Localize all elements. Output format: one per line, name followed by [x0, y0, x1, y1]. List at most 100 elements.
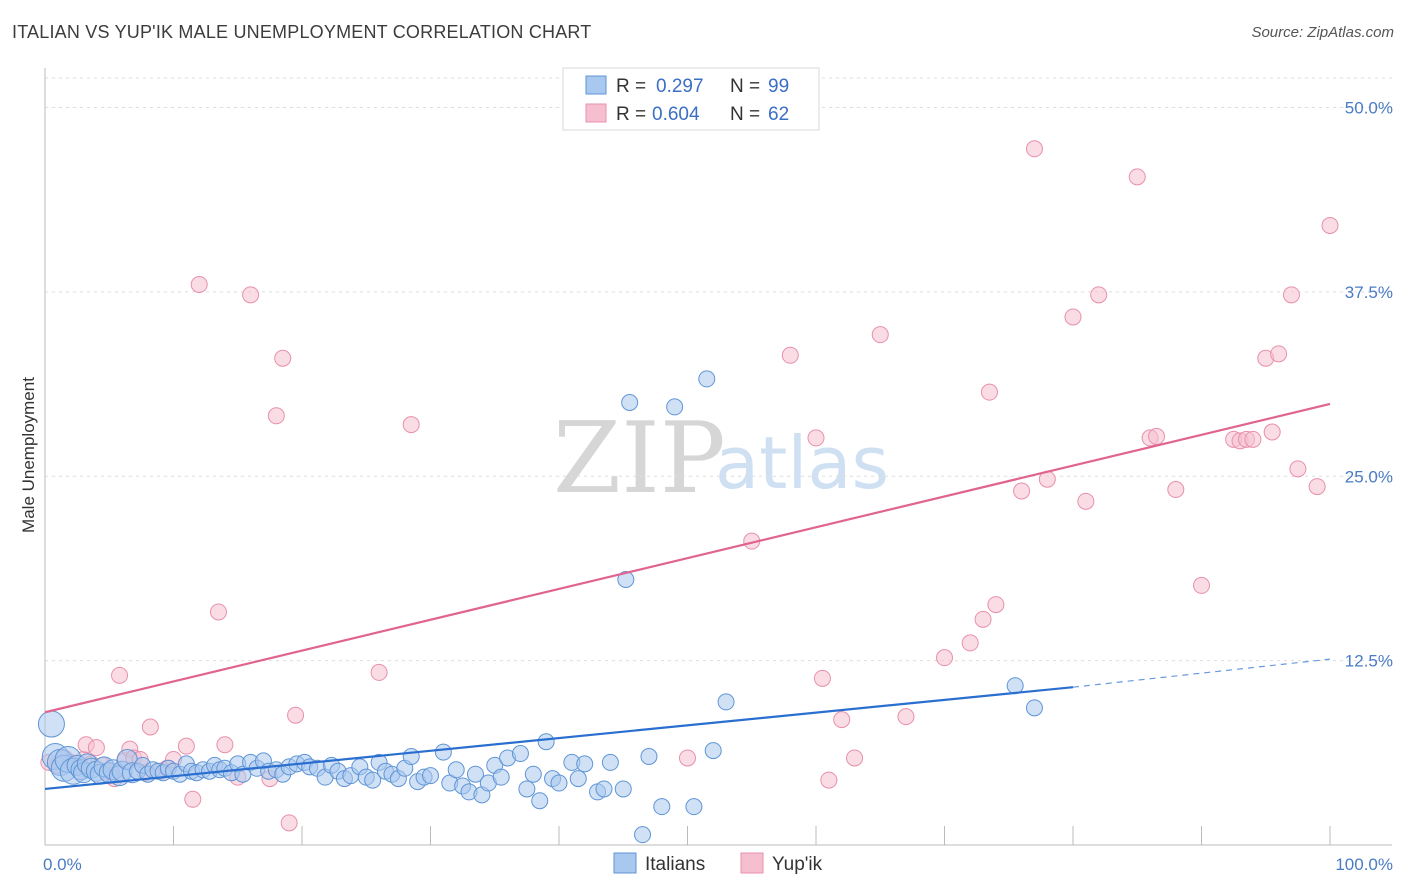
y-tick-label: 50.0% — [1345, 99, 1393, 118]
legend-n-value-italians: 99 — [768, 76, 789, 97]
yupik-point — [846, 749, 864, 767]
y-tick-label: 37.5% — [1345, 283, 1393, 302]
chart-title: ITALIAN VS YUP'IK MALE UNEMPLOYMENT CORR… — [12, 22, 592, 42]
bottom-legend-label-italians: Italians — [645, 854, 705, 875]
yupik-point — [141, 718, 159, 736]
watermark-atlas: atlas — [715, 421, 889, 505]
yupik-point — [980, 383, 998, 401]
yupik-point — [370, 663, 388, 681]
legend-r-value-italians: 0.297 — [656, 76, 704, 97]
italians-point — [640, 748, 658, 765]
italians-point — [698, 370, 716, 388]
legend-r-label-yupik: R = — [616, 104, 646, 125]
top-legend: R = 0.297 N = 99 R = 0.604 N = 62 — [562, 67, 820, 131]
bottom-legend: Italians Yup'ik — [613, 852, 823, 875]
yupik-point — [209, 603, 227, 621]
italians-point — [576, 755, 594, 773]
italians-point — [492, 768, 510, 786]
italians-point — [653, 798, 671, 816]
italians-point — [601, 753, 619, 771]
y-tick-labels: 12.5% 25.0% 37.5% 50.0% — [1345, 99, 1393, 671]
italians-point — [511, 745, 529, 763]
italians-point — [717, 693, 735, 711]
yupik-point — [190, 276, 208, 293]
italians-point — [447, 761, 465, 779]
yupik-point — [1025, 140, 1043, 158]
yupik-point — [871, 326, 889, 344]
yupik-point — [813, 669, 831, 687]
legend-swatch-italians — [585, 75, 607, 95]
italians-trendline — [44, 686, 1074, 791]
yupik-point — [267, 407, 285, 425]
yupik-point — [1077, 492, 1095, 510]
yupik-point — [1064, 308, 1082, 326]
bottom-legend-label-yupik: Yup'ik — [772, 854, 823, 875]
legend-n-value-yupik: 62 — [768, 104, 789, 125]
yupik-point — [177, 737, 195, 755]
italians-trendline-extension — [1072, 658, 1331, 688]
italians-point — [518, 780, 536, 798]
yupik-point — [1289, 460, 1307, 478]
italians-points — [37, 370, 1043, 844]
yupik-point — [1308, 478, 1326, 496]
italians-point — [1025, 699, 1043, 717]
yupik-point — [184, 790, 202, 808]
yupik-point — [1193, 576, 1210, 594]
yupik-point — [1148, 427, 1166, 445]
italians-point — [617, 571, 635, 588]
yupik-point — [242, 286, 260, 304]
yupik-point — [820, 771, 838, 789]
italians-point — [666, 398, 684, 416]
italians-point — [402, 748, 420, 765]
yupik-point — [1167, 481, 1185, 499]
yupik-point — [987, 596, 1005, 614]
italians-point — [37, 710, 65, 738]
italians-point — [704, 742, 722, 760]
yupik-point — [1013, 482, 1031, 500]
italians-point — [614, 780, 632, 798]
legend-n-label-italians: N = — [730, 76, 760, 97]
watermark: ZIP atlas — [553, 402, 889, 516]
yupik-point — [1270, 345, 1288, 363]
yupik-point — [1263, 423, 1281, 441]
x-tick-label: 100.0% — [1335, 855, 1393, 874]
yupik-point — [807, 429, 825, 447]
italians-point — [550, 774, 568, 792]
yupik-point — [936, 649, 953, 667]
yupik-point — [1244, 430, 1262, 448]
yupik-trendline — [44, 402, 1331, 714]
yupik-point — [897, 708, 915, 726]
italians-point — [685, 798, 703, 816]
yupik-point — [280, 814, 298, 832]
italians-point — [634, 826, 652, 844]
x-tick-label: 0.0% — [43, 855, 82, 874]
yupik-point — [1090, 286, 1108, 304]
italians-point — [621, 394, 639, 411]
legend-n-label-yupik: N = — [730, 104, 760, 125]
yupik-point — [287, 706, 305, 724]
italians-point — [422, 767, 439, 785]
italians-point — [364, 771, 382, 789]
italians-point — [524, 765, 542, 783]
yupik-point — [216, 736, 234, 754]
yupik-point — [87, 739, 105, 757]
bottom-legend-swatch-yupik — [740, 852, 764, 874]
legend-r-value-yupik: 0.604 — [652, 104, 700, 125]
x-tick-labels: 0.0% 100.0% — [43, 855, 1393, 874]
italians-point — [537, 733, 555, 751]
italians-point — [434, 743, 452, 761]
yupik-point — [1128, 168, 1146, 186]
italians-point — [531, 792, 549, 810]
italians-point — [595, 780, 613, 798]
yupik-point — [274, 349, 292, 367]
y-axis-label: Male Unemployment — [19, 377, 38, 533]
trend-lines — [44, 402, 1331, 791]
y-tick-label: 12.5% — [1345, 652, 1393, 671]
yupik-point — [961, 634, 979, 652]
yupik-point — [833, 711, 851, 729]
yupik-point — [1321, 217, 1339, 234]
italians-point — [466, 765, 484, 783]
y-tick-label: 25.0% — [1345, 467, 1393, 486]
yupik-point — [781, 346, 799, 364]
